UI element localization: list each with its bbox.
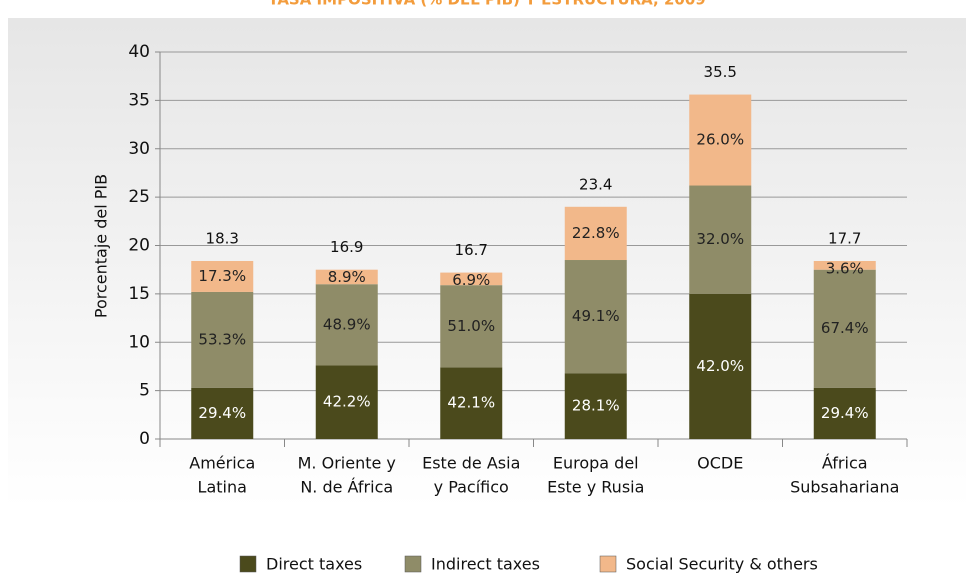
bar-segment — [564, 206, 627, 261]
x-tick-label: y Pacífico — [434, 478, 509, 497]
bar-segment — [813, 387, 876, 439]
legend-swatch — [239, 555, 257, 573]
x-tick-label: América — [189, 454, 255, 473]
bar-segment — [689, 185, 752, 294]
y-tick-label: 0 — [139, 429, 150, 449]
bar-segment — [564, 260, 627, 374]
segment-label: 26.0% — [696, 131, 744, 149]
segment-label: 51.0% — [447, 317, 495, 335]
total-label: 16.7 — [455, 241, 488, 259]
segment-label: 42.2% — [323, 393, 371, 411]
x-tick-label: Latina — [198, 478, 247, 497]
bar-segment — [689, 293, 752, 439]
x-tick-label: Europa del — [553, 454, 639, 473]
y-tick-label: 10 — [128, 332, 150, 352]
bar-segment — [315, 284, 378, 366]
bar-segment — [813, 260, 876, 270]
segment-label: 3.6% — [826, 259, 864, 277]
bar-segment — [191, 387, 254, 439]
segment-label: 17.3% — [198, 267, 246, 285]
total-label: 23.4 — [579, 175, 612, 193]
bar-segment — [315, 269, 378, 285]
bar-segment — [689, 94, 752, 186]
segment-label: 28.1% — [572, 397, 620, 415]
legend-label: Indirect taxes — [431, 555, 540, 574]
segment-label: 22.8% — [572, 224, 620, 242]
total-label: 16.9 — [330, 238, 363, 256]
bar-segment — [191, 260, 254, 292]
y-tick-label: 5 — [139, 381, 150, 401]
legend-swatch — [404, 555, 422, 573]
x-tick-label: N. de África — [300, 478, 393, 497]
x-tick-label: Subsahariana — [790, 478, 899, 497]
segment-label: 49.1% — [572, 307, 620, 325]
segment-label: 29.4% — [198, 404, 246, 422]
segment-label: 48.9% — [323, 315, 371, 333]
total-label: 17.7 — [828, 229, 861, 247]
total-label: 35.5 — [704, 63, 737, 81]
total-label: 18.3 — [206, 229, 239, 247]
x-tick-label: OCDE — [697, 454, 743, 473]
bar-segment — [440, 272, 503, 286]
y-tick-label: 30 — [128, 139, 150, 159]
y-tick-label: 35 — [128, 90, 150, 110]
bar-segment — [440, 367, 503, 439]
segment-label: 67.4% — [821, 319, 869, 337]
y-tick-label: 40 — [128, 42, 150, 62]
bar-segment — [564, 373, 627, 439]
x-tick-label: Este de Asia — [422, 454, 520, 473]
legend-swatch — [599, 555, 617, 573]
y-tick-label: 20 — [128, 236, 150, 256]
segment-label: 6.9% — [452, 271, 490, 289]
bar-segment — [813, 269, 876, 388]
segment-label: 42.0% — [696, 357, 744, 375]
bar-segment — [191, 291, 254, 388]
y-tick-label: 25 — [128, 187, 150, 207]
segment-label: 29.4% — [821, 404, 869, 422]
bar-segment — [315, 365, 378, 439]
chart-title: TASA IMPOSITIVA (% DEL PIB) Y ESTRUCTURA… — [268, 0, 705, 9]
segment-label: 32.0% — [696, 230, 744, 248]
segment-label: 8.9% — [328, 268, 366, 286]
y-axis-label: Porcentaje del PIB — [92, 174, 111, 318]
x-tick-label: Este y Rusia — [547, 478, 644, 497]
x-tick-label: M. Oriente y — [298, 454, 396, 473]
legend-label: Direct taxes — [266, 555, 362, 574]
segment-label: 42.1% — [447, 394, 495, 412]
x-tick-label: África — [822, 454, 868, 473]
legend-label: Social Security & others — [626, 555, 818, 574]
bar-segment — [440, 285, 503, 368]
segment-label: 53.3% — [198, 330, 246, 348]
y-tick-label: 15 — [128, 284, 150, 304]
